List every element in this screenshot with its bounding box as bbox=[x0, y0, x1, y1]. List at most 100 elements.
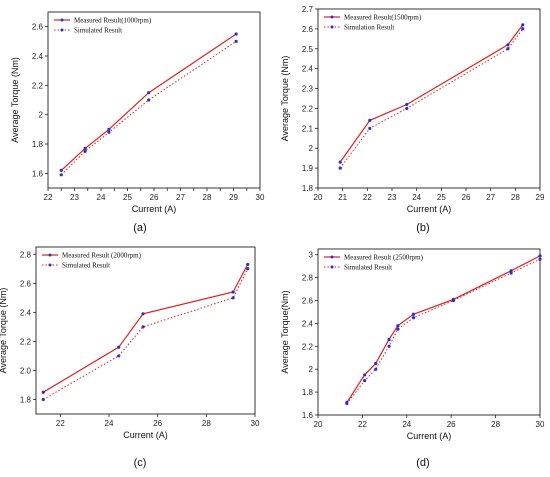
chart-1-caption: (b) bbox=[416, 222, 429, 234]
chart-0-y-axis-label: Average Torque (Nm) bbox=[10, 57, 20, 143]
chart-1-legend-label-0: Measured Result(1500rpm) bbox=[344, 14, 422, 22]
chart-1-x-tick-label: 29 bbox=[536, 193, 545, 202]
chart-0-y-tick-label: 2.2 bbox=[32, 81, 44, 90]
chart-3-series-0-point bbox=[363, 373, 367, 377]
chart-0-series-1-point bbox=[83, 149, 87, 153]
chart-3-y-tick-label: 2 bbox=[309, 365, 314, 374]
chart-2-y-tick-label: 2.2 bbox=[20, 337, 32, 346]
chart-3-y-tick-label: 1.6 bbox=[302, 411, 314, 420]
chart-1-series-0-point bbox=[338, 160, 342, 164]
chart-1-series-0-point bbox=[405, 102, 409, 107]
chart-2-x-tick-label: 22 bbox=[56, 419, 65, 428]
chart-3-y-tick-label: 1.8 bbox=[302, 388, 314, 397]
chart-1-legend-marker-1 bbox=[330, 25, 334, 29]
chart-2-series-0-line bbox=[42, 264, 249, 393]
chart-0-legend-label-1: Simulated Result bbox=[74, 27, 122, 35]
chart-3-x-tick-label: 26 bbox=[447, 420, 456, 429]
chart-1-x-tick-label: 20 bbox=[314, 193, 323, 202]
chart-2-series-0-point bbox=[117, 345, 121, 349]
chart-3-legend-marker-0 bbox=[330, 255, 334, 259]
chart-2-x-tick-label: 30 bbox=[251, 419, 260, 428]
chart-3-series-1-point bbox=[345, 401, 349, 406]
chart-1-series-1-point bbox=[521, 27, 525, 31]
chart-3-series-0-point bbox=[411, 312, 416, 316]
chart-1-y-axis-label: Average Torque (Nm) bbox=[280, 56, 290, 142]
chart-3-series-1-point bbox=[396, 327, 400, 331]
chart-2-y-tick-label: 2.4 bbox=[20, 308, 32, 317]
chart-0-y-tick-label: 1.6 bbox=[32, 169, 44, 178]
chart-1-plot-frame bbox=[317, 8, 541, 189]
chart-0-x-tick-label: 26 bbox=[150, 193, 159, 202]
chart-1-y-tick-label: 2.7 bbox=[302, 5, 314, 14]
chart-2-plot-frame bbox=[35, 246, 256, 415]
chart-3-series-1-point bbox=[387, 344, 391, 348]
chart-1-x-axis-label: Current (A) bbox=[407, 204, 452, 214]
chart-0-caption: (a) bbox=[133, 222, 146, 234]
chart-1-x-tick-label: 22 bbox=[363, 193, 372, 202]
chart-1-y-tick-label: 2.2 bbox=[302, 104, 314, 113]
chart-3-series-0-line bbox=[346, 255, 541, 403]
chart-1-y-tick-label: 1.9 bbox=[302, 164, 314, 173]
chart-1-y-tick-label: 1.8 bbox=[302, 184, 314, 193]
chart-3-group: 20 22 24 26 28 30 1.6 1.8 2 2.2 2.4 2.6 2.8 3 Current … bbox=[280, 248, 545, 469]
chart-3-legend-label-0: Measured Result (2500rpm) bbox=[344, 254, 424, 262]
chart-0-series-1-line bbox=[60, 40, 237, 176]
chart-2-caption: (c) bbox=[134, 457, 147, 469]
chart-1-y-tick-label: 2.4 bbox=[302, 65, 314, 74]
chart-2-series-0-point bbox=[231, 290, 235, 294]
chart-1-x-tick-label: 28 bbox=[511, 193, 520, 202]
chart-2-series-1-point bbox=[246, 267, 250, 271]
chart-3-legend-label-1: Simulated Result bbox=[344, 264, 392, 272]
chart-2-y-axis-label: Average Torque (Nm) bbox=[0, 288, 8, 374]
chart-2-y-tick-label: 1.8 bbox=[20, 395, 32, 404]
chart-3-x-tick-label: 22 bbox=[358, 420, 367, 429]
chart-3-series-0-point bbox=[374, 361, 378, 366]
chart-0-y-tick-label: 2.4 bbox=[32, 52, 44, 61]
chart-2-series-0-point bbox=[246, 262, 250, 267]
chart-1-x-tick-label: 21 bbox=[338, 193, 347, 202]
chart-1-x-tick-label: 27 bbox=[486, 193, 495, 202]
chart-2-x-axis-label: Current (A) bbox=[123, 430, 168, 440]
chart-2-group: 22 24 26 28 30 1.8 2.0 2.2 2.4 2.6 2.8 Current (A) A… bbox=[0, 246, 260, 469]
chart-0-series-1-point bbox=[234, 39, 238, 43]
chart-0-series-0-point bbox=[107, 127, 111, 131]
chart-0-x-tick-label: 28 bbox=[203, 193, 212, 202]
chart-1-x-tick-label: 23 bbox=[388, 193, 397, 202]
chart-2-y-tick-label: 2.6 bbox=[20, 279, 32, 288]
chart-0-x-tick-label: 25 bbox=[123, 193, 132, 202]
chart-2-y-tick-label: 2.0 bbox=[20, 366, 32, 375]
chart-0-series-0-point bbox=[234, 32, 238, 36]
chart-0-group: 22 23 24 25 26 27 28 29 30 1.6 1.8 2 2.2 2.4 2.6 Curren… bbox=[10, 11, 265, 234]
chart-0-legend-label-0: Measured Result(1000rpm) bbox=[74, 17, 152, 25]
chart-3-plot-frame bbox=[317, 248, 541, 416]
chart-0-x-tick-label: 23 bbox=[70, 193, 79, 202]
chart-3-series-1-point bbox=[363, 379, 367, 383]
chart-1-y-tick-label: 2.1 bbox=[302, 124, 314, 133]
chart-3-series-1-point bbox=[374, 367, 378, 371]
chart-0-x-tick-label: 30 bbox=[256, 193, 265, 202]
chart-0-series-0-point bbox=[59, 168, 63, 172]
chart-2-series-1-point bbox=[41, 397, 45, 402]
chart-1-x-tick-label: 24 bbox=[412, 193, 421, 202]
chart-3-y-axis-label: Average Torque(Nm) bbox=[280, 290, 290, 373]
chart-2-series-1-point bbox=[117, 354, 121, 358]
chart-3-caption: (d) bbox=[416, 457, 429, 469]
chart-2-legend-label-1: Simulated Result bbox=[62, 262, 110, 270]
chart-2-x-tick-label: 26 bbox=[153, 419, 162, 428]
chart-0-series-1-point bbox=[107, 130, 111, 134]
chart-1-series-0-point bbox=[368, 118, 372, 122]
chart-2-series-1-line bbox=[43, 268, 249, 400]
chart-1-x-tick-label: 26 bbox=[462, 193, 471, 202]
chart-3-series-0-point bbox=[509, 269, 513, 273]
chart-3-series-1-line bbox=[346, 258, 541, 404]
chart-0-series-1-point bbox=[147, 98, 151, 102]
chart-3-y-tick-label: 3 bbox=[309, 251, 314, 260]
chart-2-x-tick-label: 28 bbox=[202, 419, 211, 428]
chart-0-y-tick-label: 1.8 bbox=[32, 140, 44, 149]
chart-2-series-1-point bbox=[141, 325, 145, 329]
chart-3-x-tick-label: 30 bbox=[536, 420, 545, 429]
chart-3-series-0-point bbox=[396, 324, 400, 328]
chart-3-y-tick-label: 2.6 bbox=[302, 297, 314, 306]
chart-0-y-tick-label: 2.6 bbox=[32, 23, 44, 32]
